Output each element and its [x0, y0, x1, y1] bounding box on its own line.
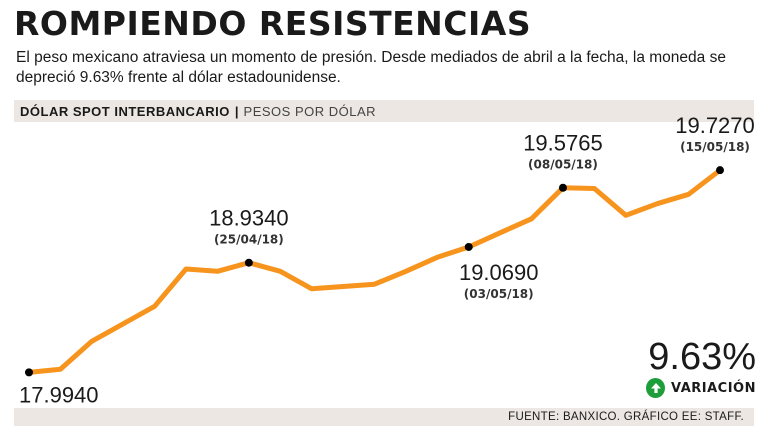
variation-label: VARIACIÓN	[671, 380, 756, 396]
data-date-label: (03/05/18)	[464, 287, 534, 301]
data-value-label: 18.9340	[209, 206, 289, 231]
variation-box: 9.63% VARIACIÓN	[646, 338, 756, 398]
data-value-label: 19.0690	[459, 260, 539, 285]
data-value-label: 19.5765	[523, 131, 603, 156]
label-separator: |	[234, 103, 239, 119]
chart-title: ROMPIENDO RESISTENCIAS	[14, 4, 532, 43]
data-point-marker	[558, 183, 567, 192]
data-date-label: (25/04/18)	[214, 233, 284, 247]
data-point-marker	[464, 242, 473, 251]
chart-subtitle: El peso mexicano atraviesa un momento de…	[16, 49, 726, 86]
data-date-label: (15/05/18)	[680, 140, 750, 154]
source-note: FUENTE: BANXICO. GRÁFICO EE: STAFF.	[14, 408, 754, 426]
data-value-label: 17.9940	[19, 382, 99, 407]
unit-label: PESOS POR DÓLAR	[243, 103, 377, 119]
data-value-label: 19.7270	[675, 113, 755, 138]
variation-value: 9.63%	[648, 336, 756, 378]
data-point-marker	[244, 258, 253, 267]
data-date-label: (08/05/18)	[528, 158, 598, 172]
series-label-bar: DÓLAR SPOT INTERBANCARIO | PESOS POR DÓL…	[14, 100, 754, 122]
series-line	[26, 167, 723, 375]
series-name: DÓLAR SPOT INTERBANCARIO	[20, 103, 230, 119]
data-point-marker	[716, 166, 724, 175]
arrow-up-icon	[646, 378, 666, 398]
data-point-marker	[25, 368, 33, 377]
